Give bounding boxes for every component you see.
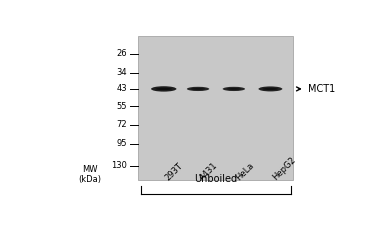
Ellipse shape: [227, 88, 241, 90]
Text: 293T: 293T: [164, 161, 185, 182]
Text: 34: 34: [117, 68, 127, 77]
Text: 26: 26: [117, 50, 127, 58]
Text: Unboiled: Unboiled: [194, 174, 238, 184]
Ellipse shape: [151, 86, 176, 92]
Text: MW
(kDa): MW (kDa): [79, 165, 101, 184]
Ellipse shape: [191, 88, 205, 90]
Text: MCT1: MCT1: [308, 84, 335, 94]
Text: 95: 95: [117, 140, 127, 148]
Text: HeLa: HeLa: [234, 160, 255, 182]
Ellipse shape: [187, 87, 209, 91]
Text: A431: A431: [198, 160, 220, 182]
Ellipse shape: [156, 88, 172, 90]
Text: 72: 72: [117, 120, 127, 129]
Ellipse shape: [258, 86, 282, 92]
Ellipse shape: [263, 88, 278, 90]
Text: 130: 130: [111, 161, 127, 170]
Text: HepG2: HepG2: [270, 156, 297, 182]
Text: 43: 43: [117, 84, 127, 94]
Ellipse shape: [223, 87, 245, 91]
Text: 55: 55: [117, 102, 127, 110]
